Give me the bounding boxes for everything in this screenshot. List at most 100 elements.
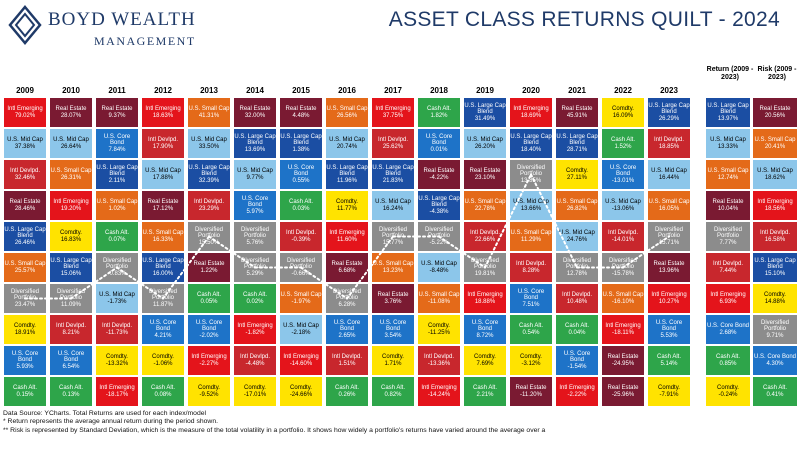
- quilt-cell: U.S. Small Cap 16.33%: [141, 221, 185, 252]
- quilt-cell: Diversified Portfolio -0.83%: [95, 252, 139, 283]
- cell-value: 2.11%: [108, 177, 126, 184]
- quilt-cell: Intl Devlpd. -13.36%: [417, 345, 461, 376]
- cell-value: 5.29%: [246, 270, 264, 277]
- cell-asset-name: U.S. Mid Cap: [237, 167, 273, 174]
- cell-value: 15.77%: [382, 239, 404, 246]
- quilt-cell: Diversified Portfolio 5.29%: [233, 252, 277, 283]
- cell-value: 2.65%: [338, 332, 356, 339]
- cell-asset-name: Comdty.: [244, 384, 266, 391]
- quilt-cell: U.S. Mid Cap 26.64%: [49, 128, 93, 159]
- cell-value: 0.01%: [430, 146, 448, 153]
- logo-diamond-icon: [8, 5, 42, 45]
- cell-asset-name: Real Estate: [331, 260, 363, 267]
- cell-value: 11.09%: [61, 301, 81, 308]
- cell-asset-name: Cash Alt.: [472, 384, 497, 391]
- cell-asset-name: Cash Alt.: [12, 384, 37, 391]
- cell-asset-name: Cash Alt.: [104, 229, 129, 236]
- cell-asset-name: Intl Emerging: [513, 105, 549, 112]
- cell-asset-name: Real Estate: [423, 167, 455, 174]
- cell-asset-name: Intl Emerging: [7, 105, 43, 112]
- quilt-cell: Intl Devlpd. 1.51%: [325, 345, 369, 376]
- cell-value: 6.54%: [62, 363, 80, 370]
- cell-asset-name: Diversified Portfolio: [378, 226, 407, 240]
- quilt-cell: Intl Devlpd. -4.48%: [233, 345, 277, 376]
- quilt-cell: U.S. Small Cap 11.29%: [509, 221, 553, 252]
- cell-value: 16.83%: [60, 236, 82, 243]
- cell-value: 1.51%: [338, 360, 356, 367]
- quilt-cell: Real Estate 1.22%: [187, 252, 231, 283]
- cell-value: 18.91%: [14, 329, 36, 336]
- cell-asset-name: U.S. Core Bond: [609, 164, 637, 178]
- quilt-cell: U.S. Small Cap 26.31%: [49, 159, 93, 190]
- cell-asset-name: Intl Emerging: [710, 291, 746, 298]
- quilt-cell: Real Estate 32.00%: [233, 97, 277, 128]
- cell-asset-name: Real Estate: [9, 198, 41, 205]
- quilt-cell: U.S. Mid Cap 18.62%: [752, 159, 798, 190]
- cell-asset-name: U.S. Small Cap: [188, 105, 230, 112]
- cell-asset-name: Real Estate: [147, 198, 179, 205]
- cell-value: 26.31%: [60, 174, 82, 181]
- cell-value: 26.46%: [14, 239, 36, 246]
- quilt-cell: U.S. Mid Cap -8.48%: [417, 252, 461, 283]
- quilt-cell: Intl Emerging 19.20%: [49, 190, 93, 221]
- cell-value: -15.78%: [611, 270, 635, 277]
- cell-value: 8.21%: [62, 329, 80, 336]
- cell-value: -0.24%: [718, 391, 738, 398]
- quilt-cell: U.S. Small Cap 26.56%: [325, 97, 369, 128]
- quilt-cell: Comdty. 14.88%: [752, 283, 798, 314]
- cell-asset-name: Cash Alt.: [656, 353, 681, 360]
- cell-asset-name: U.S. Large Cap Blend: [96, 164, 138, 178]
- quilt-cell: U.S. Core Bond 6.54%: [49, 345, 93, 376]
- quilt-cell: Cash Alt. 0.04%: [555, 314, 599, 345]
- cell-value: 10.48%: [566, 298, 588, 305]
- cell-value: 26.20%: [474, 143, 496, 150]
- quilt-cell: U.S. Core Bond 8.72%: [463, 314, 507, 345]
- cell-asset-name: Real Estate: [193, 260, 225, 267]
- quilt-cell: U.S. Large Cap Blend 28.71%: [555, 128, 599, 159]
- quilt-cell: Intl Emerging -1.82%: [233, 314, 277, 345]
- cell-value: -14.24%: [427, 391, 451, 398]
- cell-value: 32.39%: [198, 177, 220, 184]
- quilt-cell: Intl Emerging -2.27%: [187, 345, 231, 376]
- quilt-cell: Intl Emerging 10.27%: [647, 283, 691, 314]
- quilt-cell: Comdty. 1.71%: [371, 345, 415, 376]
- cell-value: -18.17%: [105, 391, 129, 398]
- cell-asset-name: Comdty.: [382, 353, 404, 360]
- cell-asset-name: Intl Emerging: [99, 384, 135, 391]
- quilt-cell: Intl Emerging 11.60%: [325, 221, 369, 252]
- cell-asset-name: Comdty.: [152, 353, 174, 360]
- cell-value: -1.06%: [153, 360, 173, 367]
- cell-asset-name: U.S. Mid Cap: [605, 198, 641, 205]
- quilt-cell: Comdty. 27.11%: [555, 159, 599, 190]
- cell-value: -2.27%: [199, 360, 219, 367]
- cell-value: 18.69%: [520, 112, 542, 119]
- cell-asset-name: Intl Devlpd.: [712, 260, 743, 267]
- quilt-cell: Intl Devlpd. 7.44%: [705, 252, 751, 283]
- quilt-cell: Real Estate 4.48%: [279, 97, 323, 128]
- quilt-cell: Real Estate 28.46%: [3, 190, 47, 221]
- quilt-cell: Real Estate 23.10%: [463, 159, 507, 190]
- footnotes: Data Source: YCharts. Total Returns are …: [3, 410, 798, 435]
- quilt-cell: Real Estate -4.22%: [417, 159, 461, 190]
- cell-value: 18.62%: [764, 174, 786, 181]
- year-header: 2013: [200, 86, 218, 95]
- cell-asset-name: Intl Devlpd.: [423, 353, 454, 360]
- cell-asset-name: Intl Emerging: [605, 322, 641, 329]
- quilt-cell: U.S. Small Cap 26.82%: [555, 190, 599, 221]
- cell-value: 26.82%: [566, 205, 588, 212]
- quilt-cell: U.S. Large Cap Blend 26.29%: [647, 97, 691, 128]
- footnote-risk: ** Risk is represented by Standard Devia…: [3, 426, 546, 434]
- quilt-cell: Comdty. -0.24%: [705, 376, 751, 407]
- cell-value: 15.06%: [60, 270, 82, 277]
- cell-value: 10.27%: [658, 298, 680, 305]
- cell-value: 0.03%: [292, 205, 310, 212]
- cell-asset-name: U.S. Small Cap: [50, 167, 92, 174]
- quilt-cell: Diversified Portfolio -15.78%: [601, 252, 645, 283]
- cell-value: 0.02%: [246, 298, 264, 305]
- cell-value: 13.33%: [717, 143, 739, 150]
- quilt-cell: U.S. Large Cap Blend 18.40%: [509, 128, 553, 159]
- cell-asset-name: Diversified Portfolio: [56, 288, 85, 302]
- cell-asset-name: Cash Alt.: [196, 291, 221, 298]
- cell-value: 2.21%: [476, 391, 494, 398]
- cell-asset-name: U.S. Core Bond: [149, 319, 177, 333]
